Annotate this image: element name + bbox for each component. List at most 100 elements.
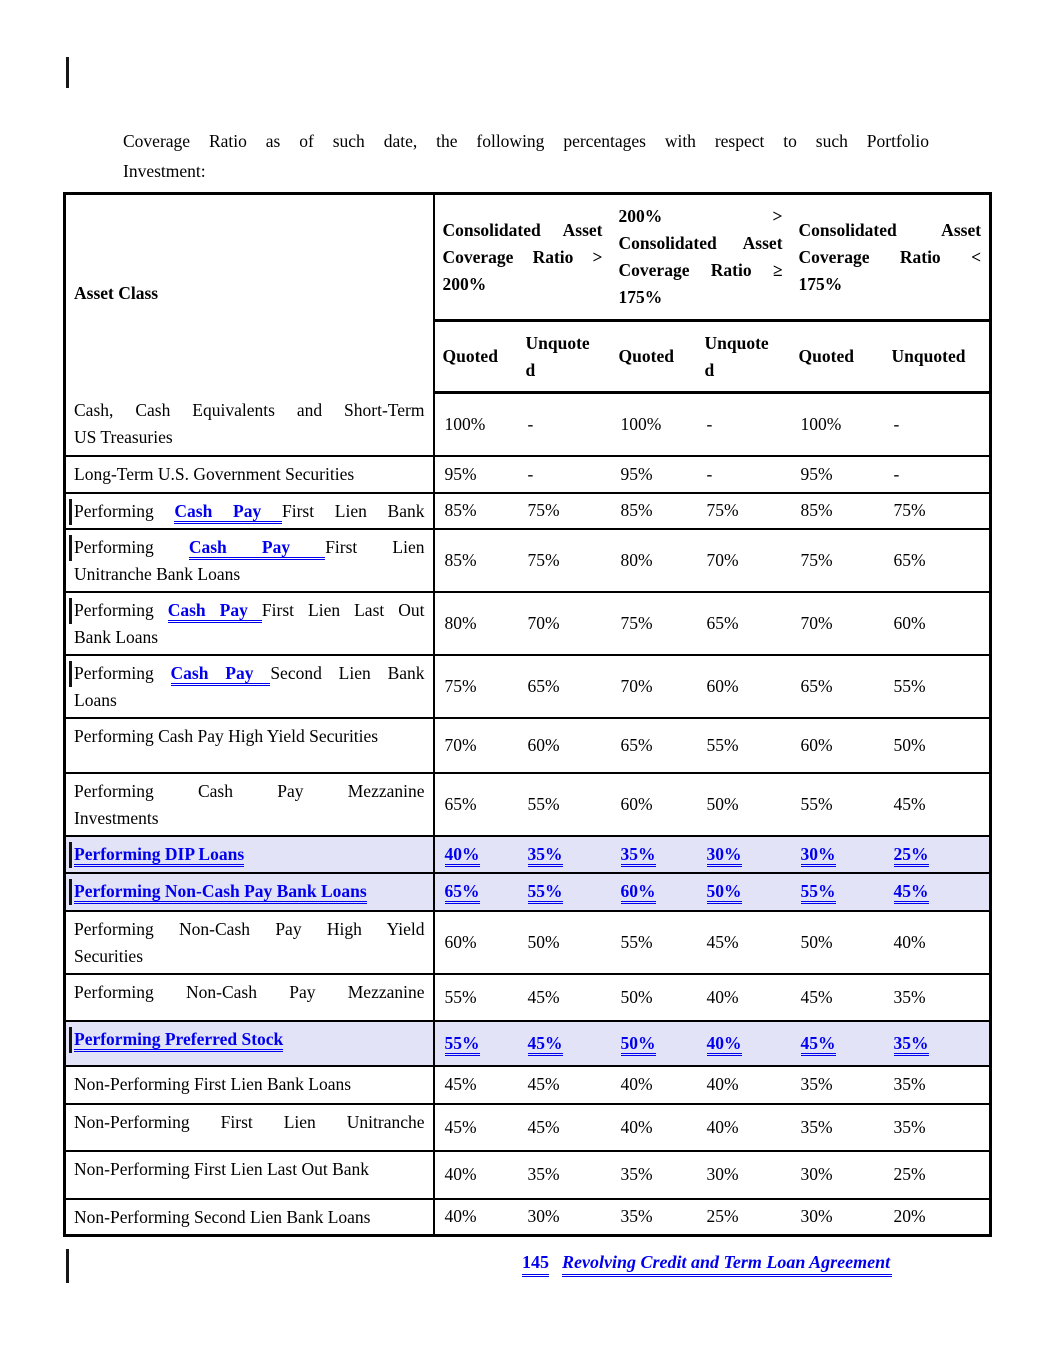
text-line: Unquoted xyxy=(892,343,982,370)
value-cell: 40% xyxy=(696,972,791,1021)
change-bar xyxy=(69,841,72,868)
change-bar xyxy=(69,878,72,905)
value-cell: 100% xyxy=(432,391,518,456)
value-text: 75% xyxy=(893,500,926,520)
value-text: - xyxy=(527,413,534,434)
column-subheader: Unquote d xyxy=(696,319,791,393)
value-text: - xyxy=(706,413,713,434)
value-cell: 70% xyxy=(696,527,791,592)
value-cell: - xyxy=(696,391,791,456)
value-text: 50% xyxy=(800,931,833,952)
value-text: 40% xyxy=(444,1206,477,1227)
asset-class-cell: Cash, Cash Equivalents and Short-Term US … xyxy=(65,393,434,456)
value-text: 45% xyxy=(527,1116,560,1137)
value-cell: 45% xyxy=(517,972,611,1021)
value-cell: 95% xyxy=(432,454,518,493)
value-cell: 20% xyxy=(883,1197,991,1236)
text-segment: First Lien Bank xyxy=(281,500,425,521)
inserted-text-link: Performing Preferred Stock xyxy=(74,1028,284,1052)
value-cell: 45% xyxy=(696,909,791,974)
value-cell: 65% xyxy=(432,771,518,836)
text-segment: Performing xyxy=(74,662,171,683)
text-line: 200% xyxy=(443,271,603,298)
text-segment: Unquote xyxy=(525,332,590,353)
value-text: 55% xyxy=(444,986,477,1007)
value-cell: 70% xyxy=(790,590,884,655)
asset-class-cell: Performing Cash Pay First Lien Unitranche… xyxy=(64,527,434,592)
text-line: Consolidated Asset xyxy=(443,217,603,244)
value-cell: 50% xyxy=(696,771,791,836)
text-segment: Coverage Ratio > xyxy=(442,246,603,267)
text-line: d xyxy=(705,357,783,384)
value-text: 45% xyxy=(444,1116,477,1137)
value-cell: 95% xyxy=(790,454,884,493)
text-segment: Performing Cash Pay High Yield Securitie… xyxy=(74,725,379,746)
value-cell: 75% xyxy=(790,527,884,592)
value-text: 65% xyxy=(527,675,560,696)
table-row: Non-Performing First Lien Last Out Bank 4… xyxy=(64,1149,991,1199)
column-group-header: 200% > Consolidated Asset Coverage Ratio ≥… xyxy=(611,194,791,321)
value-text: 65% xyxy=(444,793,477,814)
text-segment: Second Lien Bank xyxy=(270,662,425,683)
text-segment: 200% > xyxy=(618,206,783,226)
value-cell: 25% xyxy=(696,1197,791,1236)
value-cell: 55% xyxy=(790,871,884,911)
value-text: 60% xyxy=(800,734,833,755)
value-text: 100% xyxy=(620,413,662,434)
value-cell: 65% xyxy=(883,527,991,592)
table-row: Performing Cash Pay First Lien Bank 85% 75… xyxy=(64,491,991,529)
value-cell: 65% xyxy=(517,653,611,718)
change-bar xyxy=(66,57,69,88)
text-segment: 175% xyxy=(798,273,843,294)
table-row: Non-Performing First Lien Bank Loans 45% 4… xyxy=(64,1064,991,1104)
value-text: 85% xyxy=(444,500,477,520)
text-segment: Non-Performing Second Lien Bank Loans xyxy=(74,1206,371,1227)
value-text: 35% xyxy=(527,1164,560,1184)
value-cell: 75% xyxy=(517,527,611,592)
text-segment: Bank Loans xyxy=(74,626,159,647)
value-text: 55% xyxy=(706,734,739,755)
value-text: 70% xyxy=(800,612,833,633)
value-cell: 45% xyxy=(883,771,991,836)
value-text: 75% xyxy=(800,549,833,570)
value-text: 75% xyxy=(527,549,560,570)
asset-class-cell: Non-Performing First Lien Last Out Bank xyxy=(64,1149,434,1199)
inserted-text-link: Cash Pay xyxy=(174,500,282,524)
text-segment: Asset Class xyxy=(74,283,159,304)
value-cell: 40% xyxy=(610,1064,697,1104)
value-text: 35% xyxy=(800,1116,833,1137)
table-row: Performing Preferred Stock 55% 45% 50% 40% 45… xyxy=(64,1019,991,1066)
value-cell: - xyxy=(883,391,991,456)
value-cell: 35% xyxy=(517,834,611,873)
value-cell: 30% xyxy=(790,1149,884,1199)
change-bar xyxy=(69,1026,72,1053)
value-cell: 50% xyxy=(610,972,697,1021)
value-cell: 50% xyxy=(610,1019,697,1066)
value-cell: 45% xyxy=(790,1019,884,1066)
text-line: Quoted xyxy=(619,343,689,370)
text-segment: d xyxy=(704,359,715,380)
value-text: 40% xyxy=(620,1074,653,1094)
value-cell: 95% xyxy=(610,454,697,493)
value-cell: 60% xyxy=(610,871,697,911)
asset-class-cell: Performing Non-Cash Pay Bank Loans xyxy=(64,871,434,911)
text-segment: Coverage Ratio ≥ xyxy=(618,260,783,280)
value-cell: 65% xyxy=(790,653,884,718)
value-cell: 55% xyxy=(610,909,697,974)
value-text: 50% xyxy=(706,793,739,814)
value-text: 65% xyxy=(893,549,926,570)
table-row: Performing Cash Pay High Yield Securitie… xyxy=(64,716,991,773)
text-segment: 175% xyxy=(618,287,663,307)
value-text: 40% xyxy=(706,1074,739,1094)
value-text: 45% xyxy=(706,931,739,952)
asset-coverage-table: Asset Class Consolidated Asset Coverage Ra… xyxy=(63,192,993,1237)
asset-class-cell: Non-Performing Second Lien Bank Loans xyxy=(64,1197,434,1236)
value-cell: 35% xyxy=(883,1064,991,1104)
value-text: 35% xyxy=(893,986,926,1007)
value-text: 50% xyxy=(706,881,742,904)
value-text: 70% xyxy=(444,734,477,755)
value-cell: 50% xyxy=(790,909,884,974)
value-text: 45% xyxy=(800,986,833,1007)
inserted-text-link: Cash Pay xyxy=(170,662,271,686)
